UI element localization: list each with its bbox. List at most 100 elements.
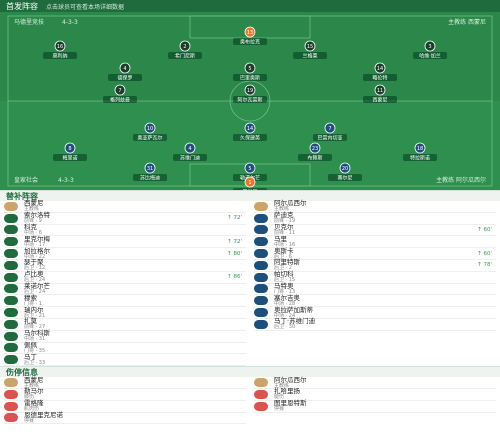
player-badge [374, 62, 386, 74]
player-name: 勒马尔 [24, 387, 44, 396]
injury-row: 阿尔瓜西尔 主教练 [254, 376, 496, 389]
home-coach: 主教练 西蒙尼 [448, 18, 486, 26]
player-name: 西蒙尼 [24, 199, 44, 208]
player-detail: 腿伤 [274, 394, 285, 401]
player-info: 恩德里克尼诺 停赛 [24, 411, 63, 424]
player-name: 阿尔瓦雷斯 [237, 97, 262, 104]
player-number: 7 [328, 126, 331, 132]
player-detail: 主教练 [24, 206, 40, 213]
player-name: 奥拉萨加斯蒂 [274, 305, 313, 314]
sub-row: 马丁·苏维门迪 后卫 · 30 [254, 318, 496, 331]
player-detail: 后卫 · 6 [274, 253, 292, 260]
home-team: 马德里竞技 [14, 18, 44, 26]
name-tag [403, 154, 437, 161]
sub-row: 阿尔瓜西尔 主教练 [254, 200, 496, 213]
player-name: 图里恩特斯 [274, 399, 307, 408]
player-info: 帕切科 后卫 · 15 [274, 271, 295, 283]
player-number: 5 [248, 66, 251, 72]
avatar [4, 260, 18, 270]
avatar [4, 355, 18, 365]
sub-in-time: ↑ 72' [227, 238, 242, 245]
player-number: 11 [377, 88, 383, 94]
name-tag [108, 74, 142, 81]
player-name: 加拉格尔 [24, 246, 50, 255]
player-info: 马尔科斯 中场 · 31 [24, 330, 50, 342]
name-tag [233, 188, 267, 190]
name-tag [173, 154, 207, 161]
sub-row: 卢比奥 后卫 · 24 ↑ 86' [4, 270, 246, 284]
player-badge [324, 122, 336, 134]
player-detail: 主教练 [24, 382, 40, 389]
player-detail: 后卫 · 12 [24, 265, 46, 272]
avatar [254, 225, 268, 235]
player-info: 索尔洛特 前锋 · 9 [24, 212, 50, 224]
player-detail: 中场 · 6 [24, 230, 42, 236]
injury-row: 勒马尔 膝伤 [4, 387, 246, 401]
player-badge [309, 142, 321, 154]
player-detail: 后卫 · 15 [274, 277, 296, 284]
player-info: 马里 中场 · 16 [274, 235, 295, 248]
player-name: 梅里诺 [62, 155, 77, 162]
player-number: 31 [147, 166, 153, 172]
player-name: 苏比梅迪 [140, 175, 160, 182]
player-info: 马特奥 门将 · 13 [274, 282, 296, 295]
player-detail: 中场 · 17 [24, 241, 46, 248]
player-info: 西蒙尼 主教练 [24, 200, 44, 212]
player-badge [114, 84, 126, 96]
name-tag [313, 134, 347, 141]
avatar [254, 401, 268, 411]
player-name: 阿里特斯 [274, 258, 300, 267]
player-name: 帕切科 [274, 270, 294, 279]
player-badge [144, 122, 156, 134]
player-name: 瑞内尔 [24, 305, 44, 314]
player-name: 久保建英 [240, 135, 260, 142]
avatar [254, 308, 268, 318]
player-name: 奥斯卡 [274, 246, 294, 255]
avatar [4, 213, 18, 223]
avatar [254, 260, 268, 270]
player-name: 奥布拉克 [240, 39, 260, 46]
sub-in-time: ↑ 86' [227, 274, 242, 281]
sub-row: 奥拉萨加斯蒂 中场 · 24 [254, 305, 496, 319]
player-detail: 中场 · 24 [274, 312, 296, 319]
name-tag [233, 38, 267, 45]
header-title: 首发阵容 [6, 1, 38, 11]
player-detail: 门将 · 13 [274, 288, 296, 295]
sub-row: 帕切科 后卫 · 15 [254, 271, 496, 284]
avatar [254, 378, 268, 388]
player-badge [244, 26, 256, 38]
away-team: 皇家社会 [14, 176, 38, 184]
sub-row: 穆索 门将 · 1 [4, 293, 246, 308]
sub-row: 科克 中场 · 6 [4, 224, 246, 237]
sub-in-time: ↑ 60' [477, 250, 492, 257]
player-number: 13 [247, 30, 253, 36]
player-number: 14 [377, 66, 383, 72]
player-info: 科克 中场 · 6 [24, 224, 42, 236]
player-detail: 前锋 · 19 [274, 218, 296, 225]
away-coach: 主教练 阿尔瓜西尔 [436, 176, 486, 184]
avatar [254, 237, 268, 247]
avatar [4, 201, 18, 211]
player-name: 奥亚萨瓦尔 [137, 135, 162, 142]
player-info: 雷格隆 肌肉伤 [24, 400, 44, 412]
player-badge [119, 62, 131, 74]
home-formation: 4-3-3 [62, 19, 78, 26]
player-info: 奥拉萨加斯蒂 中场 · 24 [274, 305, 313, 319]
player-detail: 中场 · 22 [24, 253, 46, 260]
avatar [4, 331, 18, 341]
player-number: 16 [57, 44, 63, 50]
player-name: 穆索 [24, 293, 37, 302]
player-name: 兰格莱 [302, 53, 317, 60]
player-info: 阿尔瓜西尔 主教练 [274, 200, 307, 212]
header-bar: 首发阵容 点击球员可查看本场详细数据 [0, 0, 500, 12]
subs-home: 西蒙尼 主教练 索尔洛特 前锋 · 9 ↑ 72' 科克 中场 · 6 里克尔梅 中场 · 17… [0, 200, 250, 367]
player-info: 马丁 后卫 · 33 [24, 353, 45, 366]
player-name: 巴里奥斯 [240, 75, 260, 82]
player-number: 15 [307, 44, 313, 50]
player-badge [184, 142, 196, 154]
player-info: 扎哈里扬 腿伤 [274, 388, 300, 400]
player-name: 卢比奥 [24, 270, 44, 279]
player-name: 雷米罗 [242, 189, 257, 191]
player-detail: 后卫 · 21 [24, 312, 46, 319]
player-name: 特拉斯诺 [410, 155, 430, 162]
